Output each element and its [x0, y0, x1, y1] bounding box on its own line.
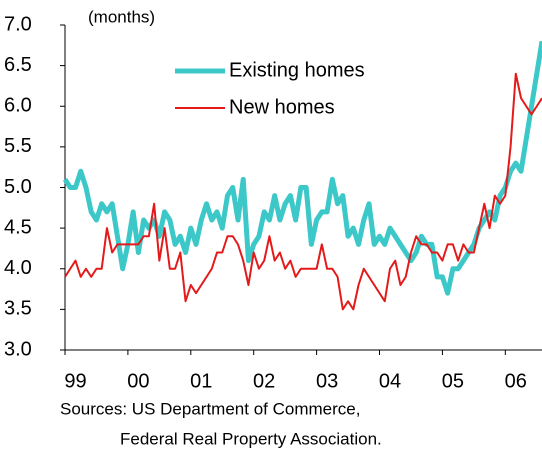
series-line [64, 72, 542, 311]
y-tick-label: 4.5 [4, 216, 32, 238]
y-tick-label: 5.0 [4, 176, 32, 198]
y-tick-label: 6.0 [4, 95, 32, 117]
x-tick-label: 01 [190, 370, 212, 392]
y-tick-label: 4.0 [4, 257, 32, 279]
legend-label: Existing homes [229, 59, 365, 81]
x-tick-label: 02 [253, 370, 275, 392]
source-line: Sources: US Department of Commerce, [60, 399, 360, 418]
x-tick-label: 05 [442, 370, 464, 392]
x-tick-label: 04 [379, 370, 401, 392]
y-tick-label: 5.5 [4, 135, 32, 157]
legend-label: New homes [229, 96, 335, 118]
y-tick-label: 6.5 [4, 54, 32, 76]
y-tick-label: 7.0 [4, 13, 32, 35]
y-tick-label: 3.0 [4, 338, 32, 360]
x-tick-label: 06 [505, 370, 527, 392]
source-line: Federal Real Property Association. [120, 429, 382, 448]
y-tick-label: 3.5 [4, 298, 32, 320]
series-line [62, 40, 542, 296]
x-tick-label: 99 [64, 370, 86, 392]
y-axis-label: (months) [88, 7, 155, 26]
x-tick-label: 00 [127, 370, 149, 392]
x-tick-label: 03 [316, 370, 338, 392]
